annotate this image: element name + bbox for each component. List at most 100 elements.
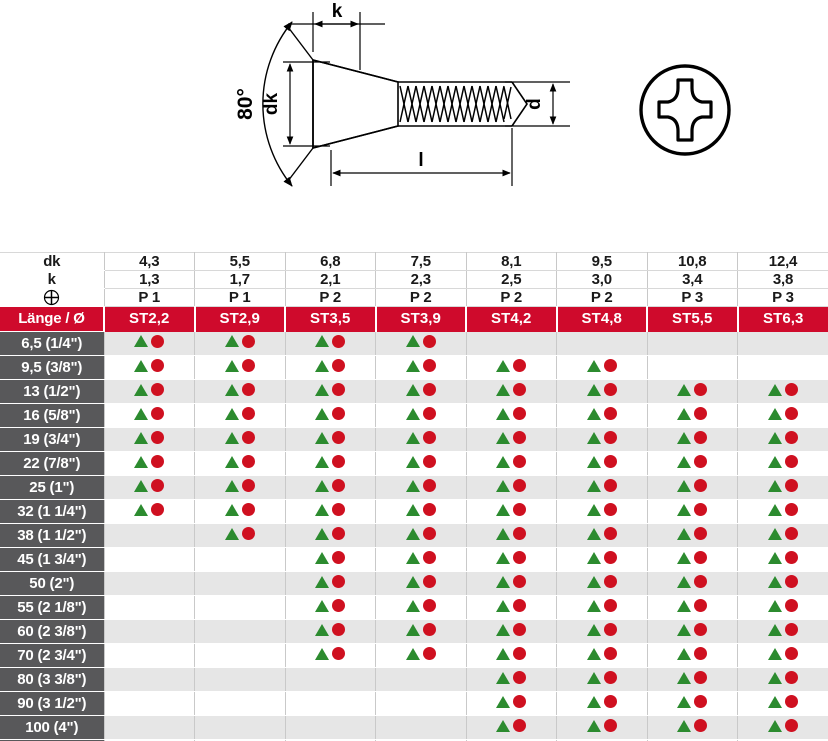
red-circle-icon bbox=[332, 359, 346, 372]
red-circle-icon bbox=[603, 383, 617, 396]
green-triangle-icon bbox=[496, 455, 511, 468]
availability-cell-available bbox=[466, 403, 557, 428]
red-circle-icon bbox=[694, 719, 708, 732]
red-circle-icon bbox=[513, 623, 527, 636]
green-triangle-icon bbox=[315, 407, 330, 420]
k-value: 3,8 bbox=[737, 270, 828, 289]
table-row: 80 (3 3/8") bbox=[0, 667, 828, 692]
availability-cell-available bbox=[194, 331, 286, 356]
header-col-st63: ST6,3 bbox=[737, 306, 828, 332]
availability-markers bbox=[768, 575, 798, 588]
red-circle-icon bbox=[603, 695, 617, 708]
red-circle-icon bbox=[332, 551, 346, 564]
table-row: 9,5 (3/8") bbox=[0, 355, 828, 380]
red-circle-icon bbox=[513, 527, 527, 540]
availability-cell-empty bbox=[285, 667, 376, 692]
red-circle-icon bbox=[151, 383, 165, 396]
availability-markers bbox=[134, 359, 165, 372]
dk-value: 10,8 bbox=[647, 252, 738, 271]
green-triangle-icon bbox=[496, 647, 511, 660]
technical-drawing: 80° dk k d bbox=[0, 0, 828, 252]
green-triangle-icon bbox=[768, 383, 782, 396]
availability-cell-available bbox=[104, 427, 195, 452]
availability-cell-available bbox=[556, 355, 648, 380]
availability-markers bbox=[768, 407, 798, 420]
availability-cell-available bbox=[466, 499, 557, 524]
k-dimension bbox=[288, 12, 385, 70]
availability-cell-available bbox=[737, 379, 828, 404]
green-triangle-icon bbox=[496, 623, 511, 636]
green-triangle-icon bbox=[768, 551, 782, 564]
availability-cell-available bbox=[737, 475, 828, 500]
table-row: 60 (2 3/8") bbox=[0, 619, 828, 644]
availability-cell-available bbox=[375, 427, 467, 452]
row-label-length: 50 (2") bbox=[0, 571, 105, 596]
availability-markers bbox=[315, 334, 346, 348]
availability-markers bbox=[586, 671, 617, 684]
availability-cell-available bbox=[737, 499, 828, 524]
green-triangle-icon bbox=[496, 479, 511, 492]
availability-cell-available bbox=[466, 691, 557, 716]
availability-cell-available bbox=[104, 403, 195, 428]
red-circle-icon bbox=[603, 647, 617, 660]
availability-markers bbox=[405, 599, 436, 612]
availability-cell-available bbox=[737, 547, 828, 572]
availability-markers bbox=[768, 599, 798, 612]
availability-markers bbox=[496, 695, 527, 708]
table-row: 16 (5/8") bbox=[0, 403, 828, 428]
availability-markers bbox=[224, 455, 255, 468]
availability-cell-available bbox=[104, 499, 195, 524]
green-triangle-icon bbox=[315, 527, 330, 540]
red-circle-icon bbox=[603, 479, 617, 492]
availability-cell-available bbox=[556, 643, 648, 668]
availability-cell-available bbox=[556, 715, 648, 740]
green-triangle-icon bbox=[315, 479, 330, 492]
red-circle-icon bbox=[241, 479, 255, 492]
dim-label-k: k bbox=[0, 270, 105, 289]
availability-cell-available bbox=[556, 451, 648, 476]
red-circle-icon bbox=[513, 719, 527, 732]
green-triangle-icon bbox=[134, 335, 149, 348]
availability-markers bbox=[405, 575, 436, 588]
red-circle-icon bbox=[422, 407, 436, 420]
availability-markers bbox=[405, 479, 436, 492]
green-triangle-icon bbox=[315, 623, 330, 636]
green-triangle-icon bbox=[677, 479, 692, 492]
green-triangle-icon bbox=[586, 551, 601, 564]
red-circle-icon bbox=[785, 671, 798, 684]
red-circle-icon bbox=[241, 455, 255, 468]
availability-cell-available bbox=[104, 451, 195, 476]
green-triangle-icon bbox=[134, 407, 149, 420]
red-circle-icon bbox=[422, 575, 436, 588]
availability-cell-available bbox=[647, 571, 738, 596]
green-triangle-icon bbox=[677, 383, 692, 396]
availability-cell-available bbox=[466, 355, 557, 380]
red-circle-icon bbox=[513, 407, 527, 420]
availability-cell-available bbox=[466, 427, 557, 452]
red-circle-icon bbox=[694, 503, 708, 516]
green-triangle-icon bbox=[405, 503, 420, 516]
red-circle-icon bbox=[603, 671, 617, 684]
availability-cell-available bbox=[375, 331, 467, 356]
red-circle-icon bbox=[513, 575, 527, 588]
availability-cell-available bbox=[194, 523, 286, 548]
table-row: 120 (4 3/4") bbox=[0, 739, 828, 741]
header-col-st29: ST2,9 bbox=[194, 306, 286, 332]
availability-cell-empty bbox=[194, 643, 286, 668]
row-label-length: 70 (2 3/4") bbox=[0, 643, 105, 668]
red-circle-icon bbox=[785, 527, 798, 540]
green-triangle-icon bbox=[224, 407, 239, 420]
availability-markers bbox=[586, 479, 617, 492]
availability-markers bbox=[586, 599, 617, 612]
row-label-length: 80 (3 3/8") bbox=[0, 667, 105, 692]
red-circle-icon bbox=[603, 503, 617, 516]
availability-cell-empty bbox=[375, 691, 467, 716]
availability-cell-available bbox=[466, 379, 557, 404]
availability-markers bbox=[586, 407, 617, 420]
green-triangle-icon bbox=[224, 431, 239, 444]
green-triangle-icon bbox=[586, 623, 601, 636]
red-circle-icon bbox=[603, 431, 617, 444]
green-triangle-icon bbox=[586, 479, 601, 492]
green-triangle-icon bbox=[677, 599, 692, 612]
green-triangle-icon bbox=[768, 407, 782, 420]
